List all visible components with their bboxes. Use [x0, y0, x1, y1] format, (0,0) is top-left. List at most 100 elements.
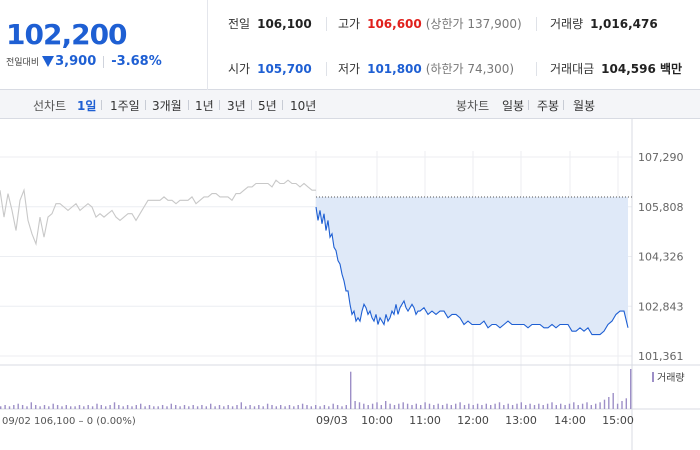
volume-bar: [0, 406, 2, 409]
divider: [326, 62, 327, 76]
stat-value: 106,100: [257, 16, 312, 31]
volume-bar: [74, 406, 76, 409]
candle-tab-monthly[interactable]: 월봉: [573, 99, 596, 113]
volume-bar: [560, 403, 562, 409]
volume-bar: [144, 406, 146, 409]
period-tab-3y[interactable]: 3년: [227, 99, 246, 113]
legend-label: 거래량: [657, 372, 685, 384]
divider: [188, 100, 189, 110]
volume-bar: [135, 405, 137, 409]
divider: [282, 100, 283, 110]
volume-bar: [586, 402, 588, 409]
current-price: 102,200: [6, 18, 128, 51]
volume-bar: [262, 406, 264, 409]
volume-bar: [332, 403, 334, 409]
volume-bar: [310, 406, 312, 409]
volume-bar: [306, 405, 308, 409]
stat-trade-amount: 거래대금 104,596 백만: [550, 60, 682, 77]
period-tab-5y[interactable]: 5년: [258, 99, 277, 113]
volume-bar: [533, 405, 536, 409]
volume-bar: [336, 405, 339, 409]
volume-bar: [315, 405, 317, 409]
volume-bar: [323, 405, 326, 409]
series-area: [316, 196, 628, 335]
volume-bar: [87, 405, 89, 409]
volume-bar: [424, 402, 426, 409]
volume-bar: [105, 406, 107, 409]
volume-bar: [463, 405, 466, 409]
volume-bar: [433, 405, 435, 409]
y-tick-label: 102,843: [638, 300, 684, 313]
volume-bar: [568, 403, 571, 409]
volume-bar: [56, 405, 59, 409]
volume-bar: [166, 406, 168, 409]
volume-bar: [380, 405, 382, 409]
x-tick-label: 10:00: [361, 414, 393, 427]
volume-bar: [126, 405, 129, 409]
stat-label: 전일: [228, 17, 251, 31]
volume-bar: [490, 405, 492, 409]
stock-summary: 102,200 전일대비 3,900 -3.68% 전일 106,100 고가 …: [0, 0, 700, 90]
volume-bar: [371, 403, 374, 409]
volume-bar: [385, 401, 387, 409]
volume-bar: [564, 405, 566, 409]
volume-bar: [35, 405, 37, 409]
period-tab-1d[interactable]: 1일: [77, 99, 97, 113]
volume-bar: [288, 405, 291, 409]
volume-bar: [525, 405, 527, 409]
candle-tab-daily[interactable]: 일봉: [502, 99, 525, 113]
stats-grid: 전일 106,100 고가 106,600 (상한가 137,900) 거래량 …: [208, 0, 700, 90]
volume-bar: [446, 403, 448, 409]
candle-tab-weekly[interactable]: 주봉: [537, 99, 560, 113]
stat-volume: 거래량 1,016,476: [550, 15, 658, 32]
volume-bar: [65, 405, 67, 409]
volume-bar: [551, 402, 553, 409]
period-tab-1y[interactable]: 1년: [195, 99, 214, 113]
volume-bar: [201, 405, 203, 409]
volume-bar: [153, 406, 155, 409]
volume-bar: [328, 406, 330, 409]
stat-value: 1,016,476: [590, 16, 658, 31]
x-axis: 09/02 106,100 – 0 (0.00%) 09/03 10:00 11:00…: [2, 414, 634, 427]
period-tab-3m[interactable]: 3개월: [152, 99, 182, 113]
volume-bar: [17, 403, 19, 409]
stat-value: 105,700: [257, 61, 312, 76]
volume-bar: [389, 403, 391, 409]
volume-bar: [437, 403, 439, 409]
series-line: [0, 179, 316, 246]
change-rate: -3.68%: [111, 54, 162, 69]
volume-bar: [411, 405, 413, 409]
volume-bar: [367, 405, 369, 409]
volume-bar: [223, 406, 225, 409]
stat-label: 저가: [338, 62, 361, 76]
volume-bar: [161, 405, 164, 409]
stat-label: 고가: [338, 17, 361, 31]
volume-bar: [476, 403, 479, 409]
volume-bar: [13, 405, 15, 409]
volume-bar: [603, 399, 606, 409]
price-chart: 107,290 105,808 104,326 102,843 101,361 09/0…: [0, 119, 700, 450]
volume-bar: [78, 405, 81, 409]
divider: [326, 17, 327, 31]
volume-bar: [4, 405, 6, 409]
volume-bar: [542, 405, 544, 409]
volume-bar: [616, 403, 619, 409]
volume-bar: [529, 403, 531, 409]
stat-prev-close: 전일 106,100: [228, 15, 312, 32]
x-tick-label: 09/03: [316, 414, 348, 427]
price-box: 102,200 전일대비 3,900 -3.68%: [0, 0, 208, 90]
period-tab-10y[interactable]: 10년: [290, 99, 317, 113]
volume-bar: [205, 406, 207, 409]
volume-bars: [0, 369, 632, 409]
volume-bar: [599, 402, 601, 409]
stat-sub: (하한가 74,300): [425, 62, 515, 76]
volume-bar: [48, 406, 50, 409]
volume-bar: [468, 403, 470, 409]
period-tab-1w[interactable]: 1주일: [110, 99, 140, 113]
volume-bar: [319, 406, 321, 409]
volume-bar: [192, 405, 194, 409]
stat-value: 101,800: [367, 61, 422, 76]
volume-bar: [376, 402, 378, 409]
line-chart-label: 선차트: [33, 99, 67, 113]
volume-bar: [393, 405, 396, 409]
